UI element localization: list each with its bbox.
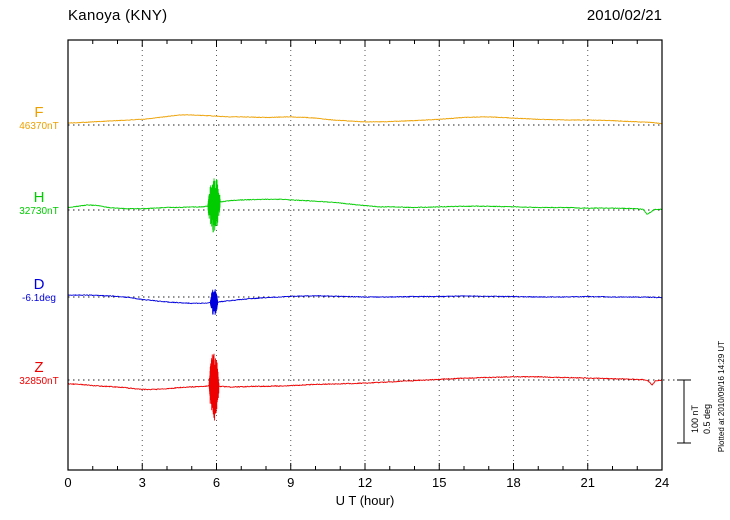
series-letter-D: D: [33, 276, 45, 293]
trace-F: [67, 114, 663, 125]
trace-H: [67, 178, 662, 233]
station-title: Kanoya (KNY): [68, 7, 168, 24]
x-tick-label-6: 6: [213, 475, 220, 490]
series-letter-F: F: [34, 104, 44, 121]
plot-frame: [67, 39, 663, 471]
x-tick-label-3: 3: [139, 475, 146, 490]
series-label-H: H 32730nT: [8, 189, 70, 218]
plot-date: 2010/02/21: [586, 7, 662, 24]
x-tick-label-15: 15: [432, 475, 446, 490]
series-value-F: 46370nT: [19, 121, 59, 133]
scale-label-nt: 100 nT: [690, 404, 700, 434]
series-value-H: 32730nT: [19, 206, 59, 218]
x-tick-label-9: 9: [287, 475, 294, 490]
x-tick-label-24: 24: [655, 475, 669, 490]
series-letter-H: H: [33, 189, 45, 206]
x-tick-label-21: 21: [581, 475, 595, 490]
x-axis-label: U T (hour): [335, 493, 395, 508]
x-tick-label-0: 0: [64, 475, 71, 490]
series-label-Z: Z 32850nT: [8, 359, 70, 388]
series-value-Z: 32850nT: [19, 376, 59, 388]
trace-D: [67, 289, 663, 315]
plotted-at-note: Plotted at 2010/09/16 14:29 UT: [717, 340, 726, 453]
series-letter-Z: Z: [34, 359, 44, 376]
x-tick-label-12: 12: [358, 475, 372, 490]
scale-label-deg: 0.5 deg: [702, 403, 712, 435]
series-label-D: D -6.1deg: [8, 276, 70, 305]
trace-Z: [67, 353, 663, 421]
series-value-D: -6.1deg: [22, 293, 56, 305]
series-label-F: F 46370nT: [8, 104, 70, 133]
x-tick-label-18: 18: [506, 475, 520, 490]
